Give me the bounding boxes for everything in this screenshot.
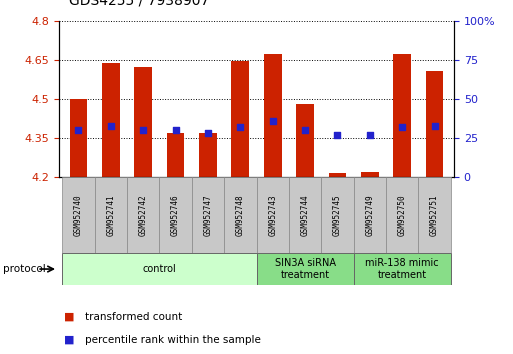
Text: GSM952741: GSM952741 [106, 194, 115, 236]
Bar [353, 253, 451, 285]
Bar [386, 177, 419, 253]
Bar [419, 177, 451, 253]
Bar [264, 54, 282, 177]
Point [74, 127, 83, 133]
Text: transformed count: transformed count [85, 312, 182, 322]
Text: GSM952751: GSM952751 [430, 194, 439, 236]
Bar [62, 177, 94, 253]
Text: GSM952749: GSM952749 [365, 194, 374, 236]
Text: GSM952748: GSM952748 [236, 194, 245, 236]
Text: GSM952745: GSM952745 [333, 194, 342, 236]
Text: ■: ■ [64, 335, 74, 345]
Text: GSM952750: GSM952750 [398, 194, 407, 236]
Bar [289, 177, 321, 253]
Bar [426, 70, 443, 177]
Text: protocol: protocol [3, 264, 45, 274]
Bar [62, 253, 256, 285]
Text: GSM952743: GSM952743 [268, 194, 277, 236]
Bar [353, 177, 386, 253]
Bar [328, 173, 346, 177]
Bar [134, 67, 152, 177]
Bar [231, 62, 249, 177]
Text: miR-138 mimic
treatment: miR-138 mimic treatment [365, 258, 439, 280]
Text: GSM952740: GSM952740 [74, 194, 83, 236]
Point [269, 118, 277, 124]
Point [107, 123, 115, 129]
Text: percentile rank within the sample: percentile rank within the sample [85, 335, 261, 345]
Bar [256, 177, 289, 253]
Bar [94, 177, 127, 253]
Point [333, 132, 342, 138]
Bar [361, 172, 379, 177]
Text: GSM952742: GSM952742 [139, 194, 148, 236]
Bar [160, 177, 192, 253]
Bar [127, 177, 160, 253]
Bar [199, 133, 217, 177]
Text: control: control [143, 264, 176, 274]
Bar [167, 133, 185, 177]
Point [366, 132, 374, 138]
Point [430, 123, 439, 129]
Text: SIN3A siRNA
treatment: SIN3A siRNA treatment [274, 258, 336, 280]
Bar [70, 99, 87, 177]
Point [204, 131, 212, 136]
Bar [296, 104, 314, 177]
Bar [256, 253, 353, 285]
Text: GDS4255 / 7938907: GDS4255 / 7938907 [69, 0, 209, 7]
Text: GSM952746: GSM952746 [171, 194, 180, 236]
Point [139, 127, 147, 133]
Point [398, 124, 406, 130]
Bar [393, 54, 411, 177]
Bar [102, 63, 120, 177]
Bar [224, 177, 256, 253]
Bar [321, 177, 353, 253]
Text: GSM952747: GSM952747 [204, 194, 212, 236]
Text: ■: ■ [64, 312, 74, 322]
Point [236, 124, 244, 130]
Point [301, 127, 309, 133]
Bar [192, 177, 224, 253]
Point [171, 127, 180, 133]
Text: GSM952744: GSM952744 [301, 194, 309, 236]
